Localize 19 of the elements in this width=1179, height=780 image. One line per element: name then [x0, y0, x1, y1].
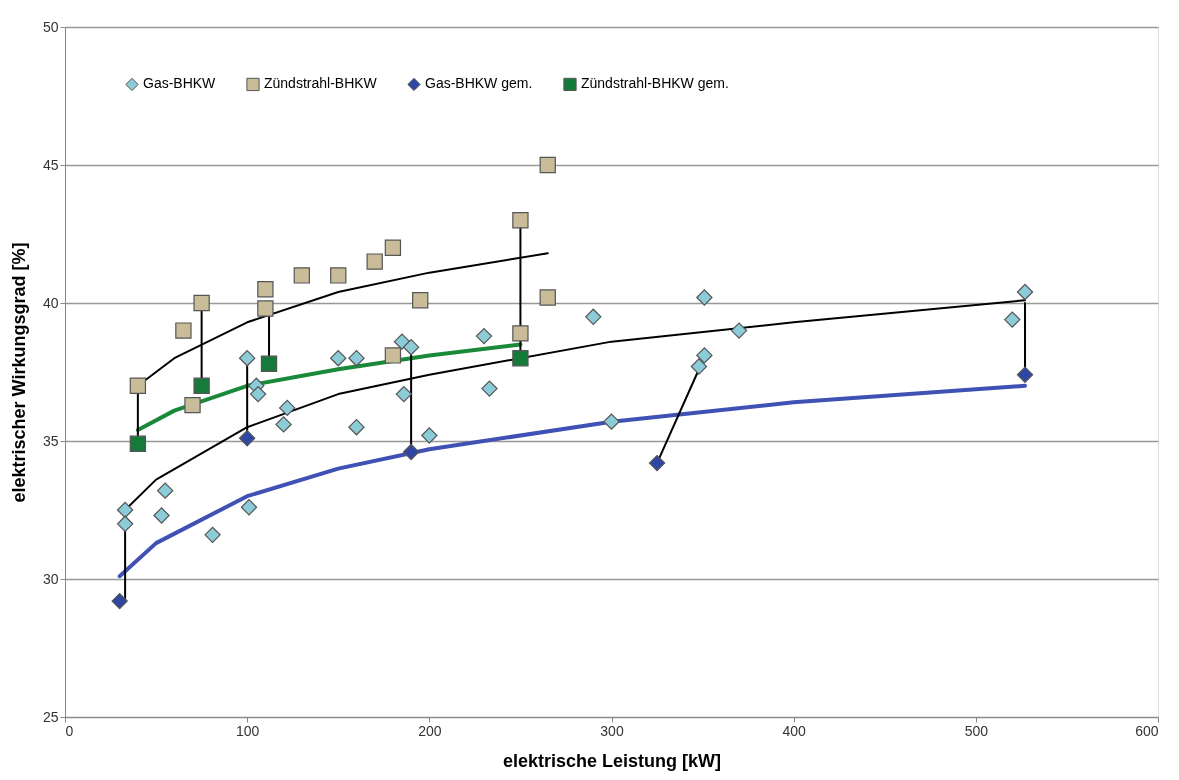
x-tick-label: 200: [418, 722, 442, 739]
x-tick-label: 600: [1135, 722, 1159, 739]
y-tick-label: 45: [42, 156, 59, 173]
x-tick-label: 400: [782, 722, 807, 739]
y-axis-title: elektrischer Wirkungsgrad [%]: [8, 242, 29, 503]
legend-label: Zündstrahl-BHKW: [264, 75, 378, 92]
y-tick-label: 40: [42, 294, 59, 311]
legend-label: Zündstrahl-BHKW gem.: [581, 75, 729, 92]
y-tick-label: 25: [42, 708, 59, 725]
y-tick-label: 50: [42, 18, 59, 35]
x-tick-label: 100: [235, 722, 260, 739]
x-axis-title: elektrische Leistung [kW]: [502, 750, 722, 771]
y-tick-label: 35: [42, 432, 59, 449]
x-tick-label: 500: [964, 722, 989, 739]
legend-label: Gas-BHKW: [143, 75, 217, 92]
x-tick-label: 0: [65, 722, 74, 739]
x-tick-label: 300: [600, 722, 624, 739]
legend-label: Gas-BHKW gem.: [425, 75, 533, 92]
y-tick-label: 30: [42, 570, 59, 587]
